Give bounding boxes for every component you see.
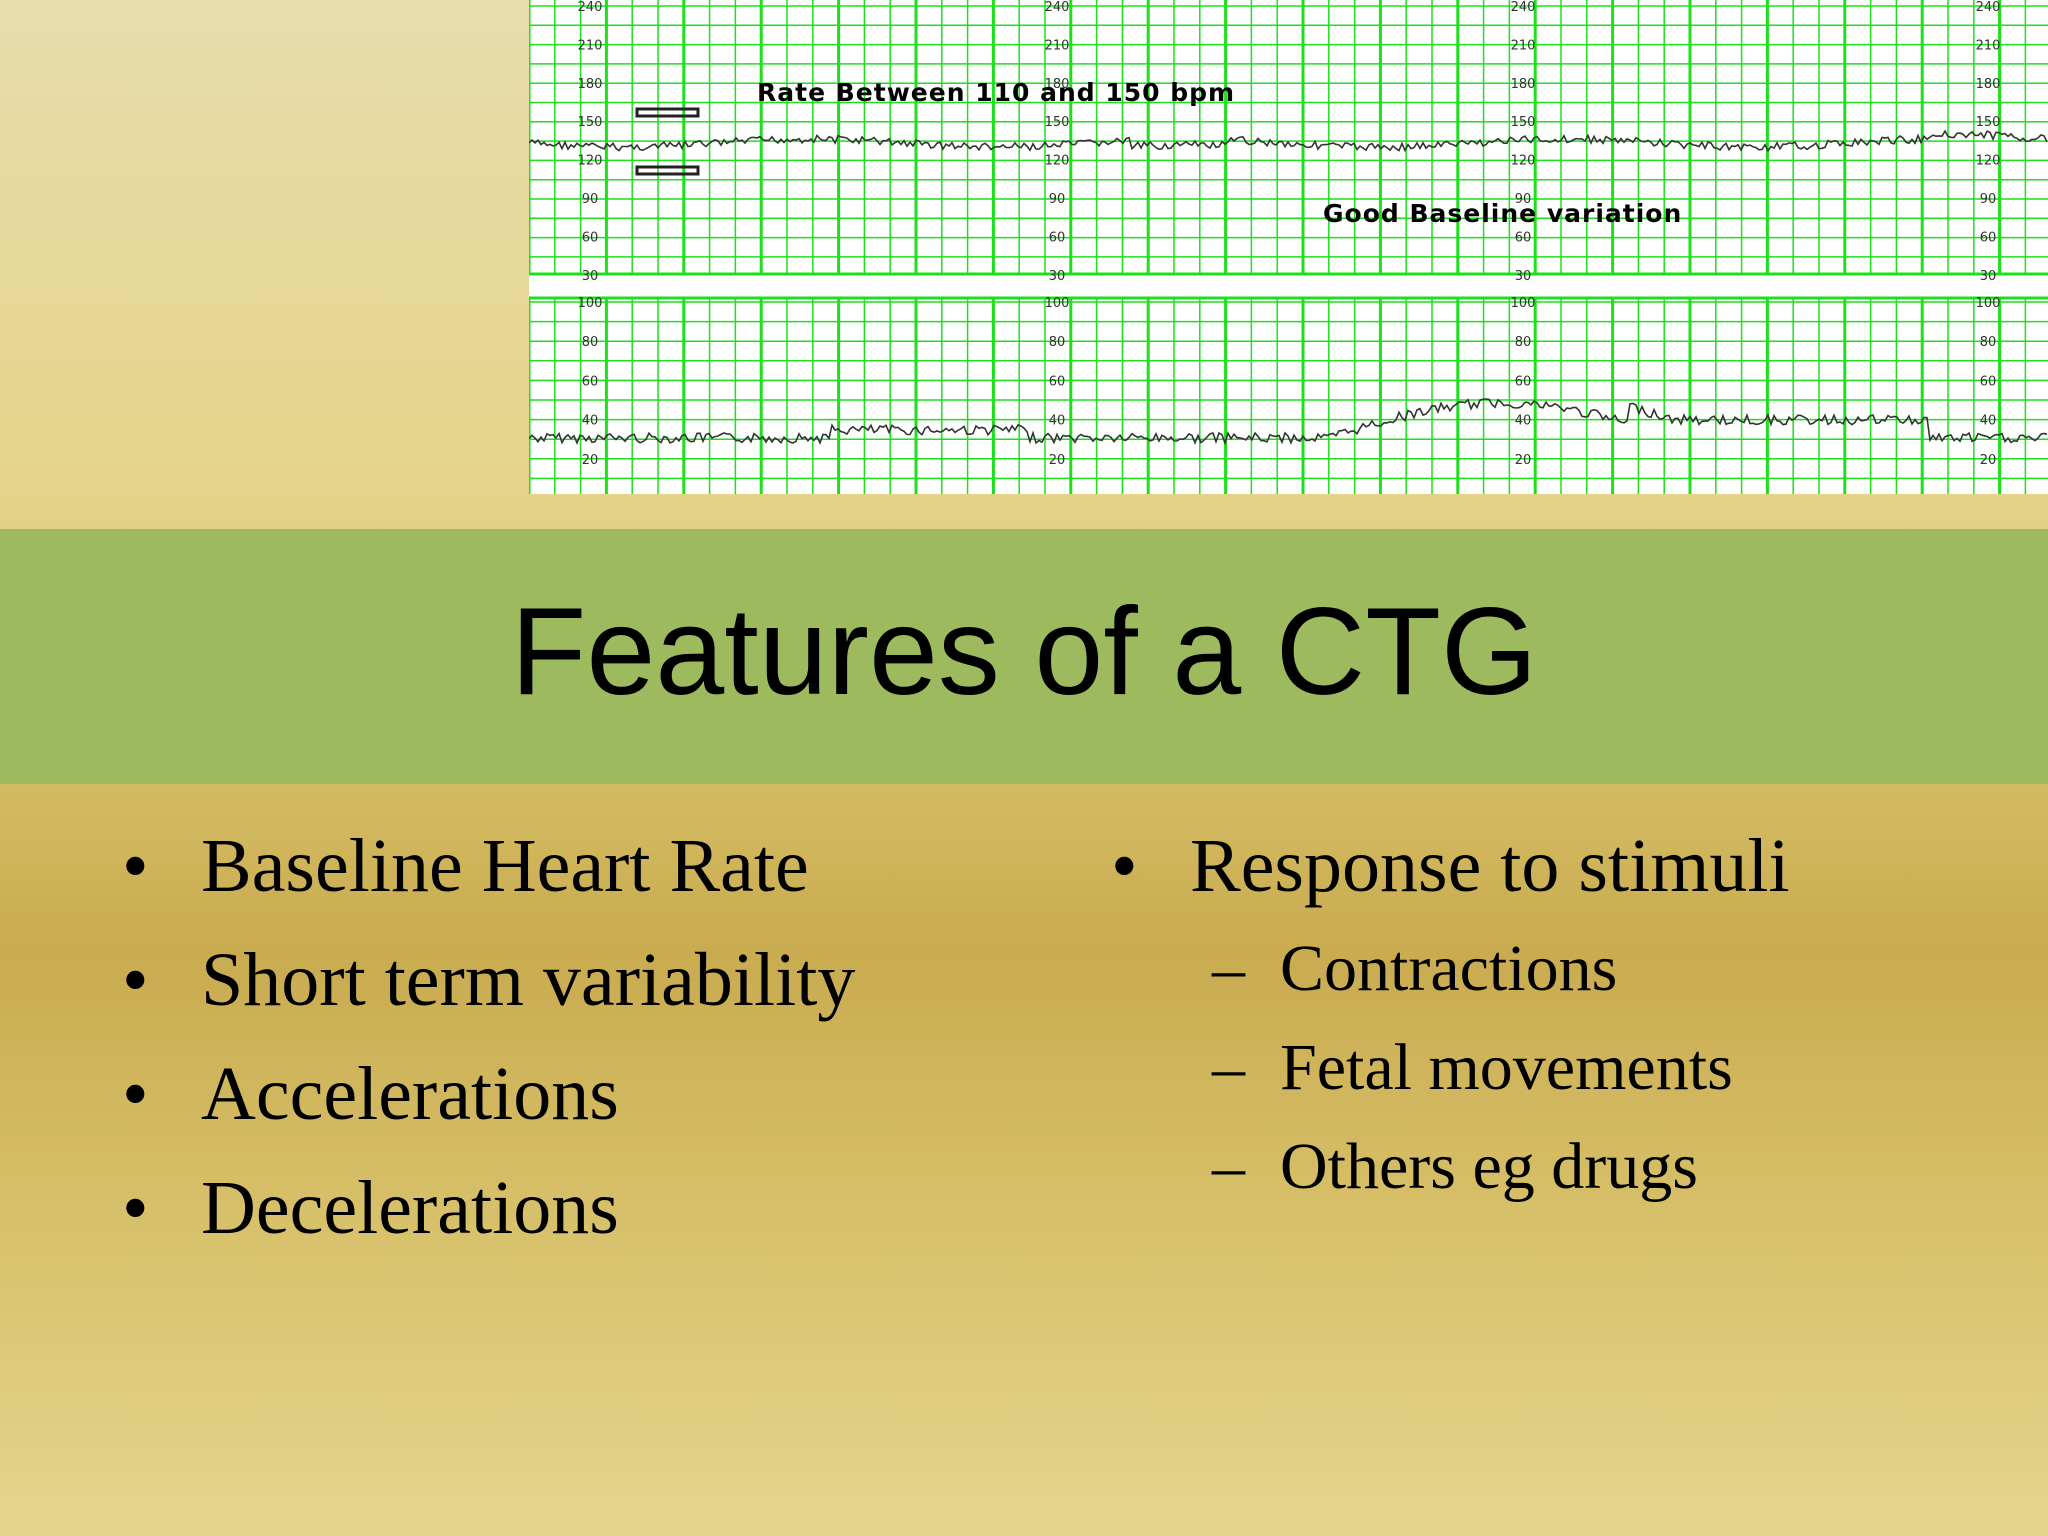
scale-label: 100 <box>1045 296 1070 311</box>
sub-bullet: Others eg drugs <box>1280 1130 1698 1203</box>
scale-label: 90 <box>1049 192 1066 207</box>
bullet-marker: • <box>1111 824 1138 908</box>
scale-label: 180 <box>578 77 603 92</box>
scale-label: 180 <box>1511 77 1536 92</box>
bullet-marker: • <box>122 938 149 1022</box>
range-marker <box>635 107 700 118</box>
scale-label: 120 <box>578 154 603 169</box>
sub-bullet: Contractions <box>1280 932 1618 1005</box>
sub-bullet-marker: – <box>1212 1031 1245 1104</box>
scale-label: 100 <box>1976 296 2001 311</box>
scale-label: 30 <box>1515 269 1532 284</box>
scale-label: 180 <box>1045 77 1070 92</box>
title-band <box>0 529 2048 784</box>
annotation: Rate Between 110 and 150 bpm <box>757 78 1235 107</box>
annotation: Good Baseline variation <box>1323 199 1682 228</box>
scale-label: 240 <box>578 0 603 15</box>
scale-label: 150 <box>1045 115 1070 130</box>
slide-title: Features of a CTG <box>510 583 1538 721</box>
bullet: Response to stimuli <box>1190 824 1790 908</box>
scale-label: 100 <box>578 296 603 311</box>
scale-label: 210 <box>1976 38 2001 53</box>
ctg-image: 240 210 180 150 120 90 60 30 100 80 60 40 20 240 210 18… <box>529 0 2048 494</box>
scale-label: 90 <box>1515 192 1532 207</box>
scale-label: 90 <box>1980 192 1997 207</box>
scale-label: 120 <box>1976 154 2001 169</box>
scale-label: 40 <box>1515 414 1532 429</box>
scale-label: 40 <box>1980 414 1997 429</box>
bullet-marker: • <box>122 1052 149 1136</box>
scale-label: 210 <box>578 38 603 53</box>
scale-label: 30 <box>1980 269 1997 284</box>
scale-label: 80 <box>1980 335 1997 350</box>
contraction-trace <box>529 398 2048 446</box>
scale-label: 80 <box>1049 335 1066 350</box>
scale-label: 60 <box>582 374 599 389</box>
scale-label: 100 <box>1511 296 1536 311</box>
sub-bullet: Fetal movements <box>1280 1031 1733 1104</box>
range-marker <box>635 165 700 176</box>
scale-label: 60 <box>582 230 599 245</box>
scale-label: 60 <box>1049 374 1066 389</box>
scale-label: 90 <box>582 192 599 207</box>
scale-label: 240 <box>1511 0 1536 15</box>
scale-label: 40 <box>1049 414 1066 429</box>
scale-label: 60 <box>1515 230 1532 245</box>
bullet: Accelerations <box>201 1052 619 1136</box>
scale-label: 30 <box>582 269 599 284</box>
scale-label: 150 <box>1976 115 2001 130</box>
bullet: Baseline Heart Rate <box>201 824 809 908</box>
scale-label: 120 <box>1045 154 1070 169</box>
scale-label: 60 <box>1980 230 1997 245</box>
scale-label: 80 <box>1515 335 1532 350</box>
scale-label: 40 <box>582 414 599 429</box>
scale-label: 80 <box>582 335 599 350</box>
scale-label: 20 <box>1049 453 1066 468</box>
scale-label: 180 <box>1976 77 2001 92</box>
scale-label: 150 <box>1511 115 1536 130</box>
scale-label: 240 <box>1045 0 1070 15</box>
scale-label: 30 <box>1049 269 1066 284</box>
paper <box>529 0 2048 494</box>
scale-label: 120 <box>1511 154 1536 169</box>
bullet-marker: • <box>122 824 149 908</box>
scale-label: 20 <box>582 453 599 468</box>
panel-gap <box>529 276 2048 296</box>
bullet: Short term variability <box>201 938 856 1022</box>
scale-label: 60 <box>1515 374 1532 389</box>
scale-label: 20 <box>1515 453 1532 468</box>
bullet-marker: • <box>122 1166 149 1250</box>
scale-label: 240 <box>1976 0 2001 15</box>
sub-bullet-marker: – <box>1212 1130 1245 1203</box>
scale-label: 150 <box>578 115 603 130</box>
scale-label: 20 <box>1980 453 1997 468</box>
scale-label: 60 <box>1980 374 1997 389</box>
scale-label: 60 <box>1049 230 1066 245</box>
bullet: Decelerations <box>201 1166 619 1250</box>
heart-rate-trace <box>529 129 2048 153</box>
scale-label: 210 <box>1045 38 1070 53</box>
scale-label: 210 <box>1511 38 1536 53</box>
sub-bullet-marker: – <box>1212 932 1245 1005</box>
